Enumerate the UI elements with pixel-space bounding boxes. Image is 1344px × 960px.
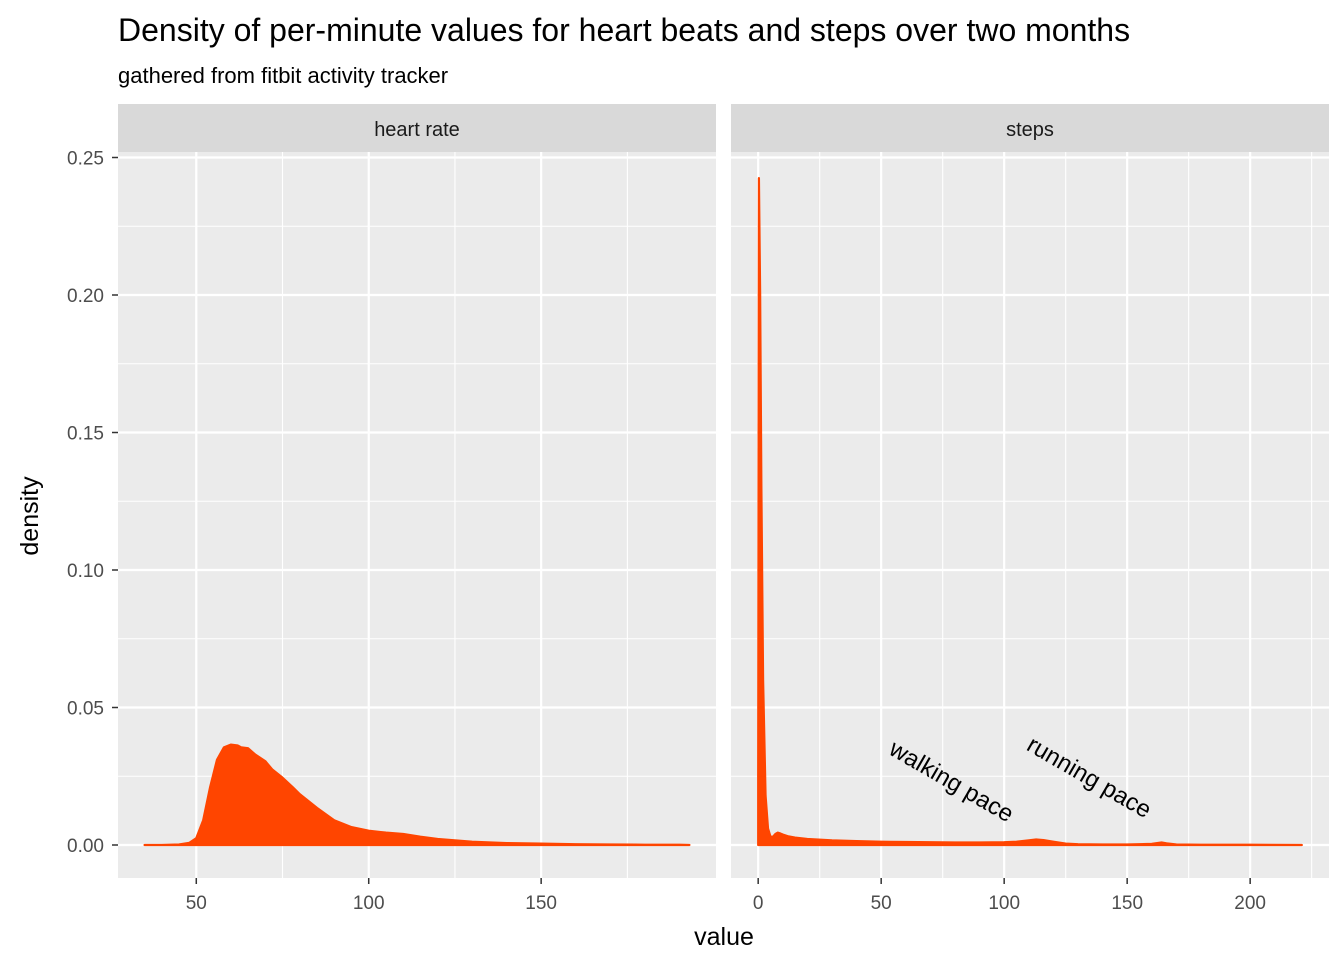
density-area — [143, 743, 691, 847]
x-tick-label: 50 — [186, 893, 207, 914]
facet-strip — [118, 104, 716, 152]
chart-title: Density of per-minute values for heart b… — [118, 12, 1130, 48]
y-axis-title: density — [16, 476, 44, 556]
x-tick-label: 100 — [353, 893, 385, 914]
facet-panel: heart rate 50 100 150 — [118, 104, 716, 914]
y-tick-label: 0.10 — [67, 561, 104, 582]
x-axis-title: value — [694, 923, 754, 951]
y-axis: 0.00 0.05 0.10 0.15 0.20 0.25 — [67, 149, 118, 857]
panel-background — [731, 152, 1329, 878]
facet-strip — [731, 104, 1329, 152]
x-tick-label: 200 — [1234, 893, 1266, 914]
density-area — [757, 177, 1303, 847]
x-tick-label: 0 — [753, 893, 764, 914]
y-tick-label: 0.15 — [67, 424, 104, 445]
x-tick-label: 150 — [525, 893, 557, 914]
x-tick-label: 50 — [871, 893, 892, 914]
panel-background — [118, 152, 716, 878]
y-tick-label: 0.25 — [67, 149, 104, 170]
facet-strip-label: steps — [1006, 119, 1054, 141]
x-tick-label: 150 — [1111, 893, 1143, 914]
y-tick-label: 0.00 — [67, 836, 104, 857]
y-tick-label: 0.20 — [67, 286, 104, 307]
x-tick-label: 100 — [988, 893, 1020, 914]
y-tick-label: 0.05 — [67, 699, 104, 720]
facet-strip-label: heart rate — [374, 119, 460, 141]
chart-subtitle: gathered from fitbit activity tracker — [118, 63, 448, 88]
